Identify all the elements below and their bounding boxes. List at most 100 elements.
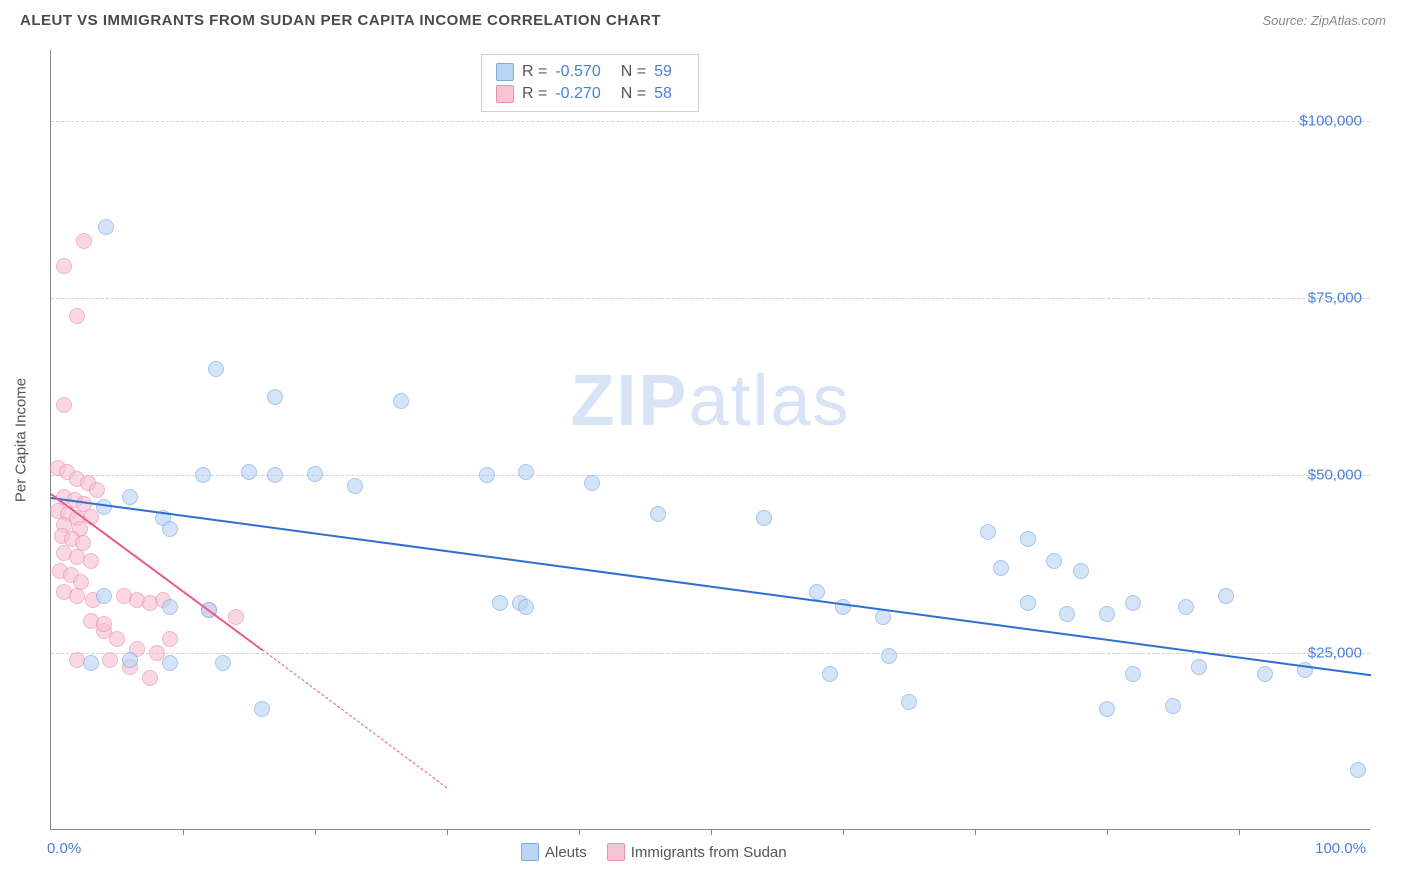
sudan-point: [109, 631, 125, 647]
sudan-point: [56, 397, 72, 413]
aleuts-point: [518, 464, 534, 480]
aleuts-point: [1020, 531, 1036, 547]
aleuts-point: [96, 588, 112, 604]
sudan-point: [69, 588, 85, 604]
chart-source: Source: ZipAtlas.com: [1262, 13, 1386, 28]
legend-swatch-sudan: [607, 843, 625, 861]
aleuts-point: [1191, 659, 1207, 675]
aleuts-point: [1178, 599, 1194, 615]
aleuts-point: [215, 655, 231, 671]
x-tick: [183, 829, 184, 835]
aleuts-point: [518, 599, 534, 615]
aleuts-point: [267, 467, 283, 483]
stats-row-sudan: R = -0.270 N = 58: [496, 83, 684, 105]
watermark: ZIPatlas: [570, 360, 850, 442]
stats-row-aleuts: R = -0.570 N = 59: [496, 61, 684, 83]
aleuts-point: [901, 694, 917, 710]
gridline: [51, 121, 1370, 122]
aleuts-point: [756, 510, 772, 526]
aleuts-point: [195, 467, 211, 483]
y-axis-label: Per Capita Income: [13, 377, 30, 501]
aleuts-point: [347, 478, 363, 494]
correlation-stats-box: R = -0.570 N = 59 R = -0.270 N = 58: [481, 54, 699, 112]
aleuts-point: [122, 652, 138, 668]
aleuts-point: [1125, 666, 1141, 682]
aleuts-point: [241, 464, 257, 480]
aleuts-point: [584, 475, 600, 491]
aleuts-point: [809, 584, 825, 600]
sudan-point: [76, 233, 92, 249]
sudan-point: [69, 308, 85, 324]
aleuts-point: [83, 655, 99, 671]
swatch-sudan: [496, 85, 514, 103]
gridline: [51, 653, 1370, 654]
trend-line: [262, 649, 447, 788]
aleuts-point: [208, 361, 224, 377]
x-tick-label: 0.0%: [47, 840, 81, 857]
y-tick-label: $75,000: [1308, 290, 1362, 307]
x-tick-label: 100.0%: [1315, 840, 1366, 857]
aleuts-point: [1073, 563, 1089, 579]
chart-header: ALEUT VS IMMIGRANTS FROM SUDAN PER CAPIT…: [0, 0, 1406, 37]
aleuts-point: [1350, 762, 1366, 778]
legend-label-sudan: Immigrants from Sudan: [631, 844, 787, 861]
aleuts-point: [98, 219, 114, 235]
legend-label-aleuts: Aleuts: [545, 844, 587, 861]
aleuts-point: [1165, 698, 1181, 714]
aleuts-point: [122, 489, 138, 505]
watermark-zip: ZIP: [570, 361, 688, 441]
gridline: [51, 298, 1370, 299]
aleuts-point: [980, 524, 996, 540]
y-tick-label: $100,000: [1299, 112, 1362, 129]
x-tick: [843, 829, 844, 835]
aleuts-point: [162, 599, 178, 615]
legend: Aleuts Immigrants from Sudan: [521, 843, 787, 861]
trend-line: [51, 497, 1371, 676]
legend-swatch-aleuts: [521, 843, 539, 861]
x-tick: [711, 829, 712, 835]
chart-title: ALEUT VS IMMIGRANTS FROM SUDAN PER CAPIT…: [20, 12, 661, 29]
aleuts-point: [393, 393, 409, 409]
aleuts-point: [162, 521, 178, 537]
r-value-sudan: -0.270: [555, 85, 600, 103]
sudan-point: [228, 609, 244, 625]
aleuts-point: [1099, 701, 1115, 717]
aleuts-point: [162, 655, 178, 671]
n-value-aleuts: 59: [654, 63, 672, 81]
sudan-point: [89, 482, 105, 498]
aleuts-point: [822, 666, 838, 682]
aleuts-point: [267, 389, 283, 405]
aleuts-point: [881, 648, 897, 664]
y-tick-label: $50,000: [1308, 467, 1362, 484]
aleuts-point: [1099, 606, 1115, 622]
y-tick-label: $25,000: [1308, 644, 1362, 661]
aleuts-point: [650, 506, 666, 522]
x-tick: [579, 829, 580, 835]
x-tick: [975, 829, 976, 835]
aleuts-point: [1125, 595, 1141, 611]
n-label-aleuts: N =: [621, 63, 646, 81]
x-tick: [315, 829, 316, 835]
r-label-aleuts: R =: [522, 63, 547, 81]
x-tick: [1239, 829, 1240, 835]
aleuts-point: [1257, 666, 1273, 682]
n-label-sudan: N =: [621, 85, 646, 103]
aleuts-point: [1059, 606, 1075, 622]
aleuts-point: [1218, 588, 1234, 604]
sudan-point: [142, 670, 158, 686]
aleuts-point: [479, 467, 495, 483]
aleuts-point: [492, 595, 508, 611]
sudan-point: [162, 631, 178, 647]
watermark-atlas: atlas: [688, 361, 850, 441]
legend-item-sudan: Immigrants from Sudan: [607, 843, 787, 861]
r-value-aleuts: -0.570: [555, 63, 600, 81]
sudan-point: [83, 553, 99, 569]
legend-item-aleuts: Aleuts: [521, 843, 587, 861]
swatch-aleuts: [496, 63, 514, 81]
aleuts-point: [1046, 553, 1062, 569]
chart-plot-area: ZIPatlas Per Capita Income R = -0.570 N …: [50, 50, 1370, 830]
aleuts-point: [993, 560, 1009, 576]
sudan-point: [56, 258, 72, 274]
x-tick: [1107, 829, 1108, 835]
sudan-point: [96, 616, 112, 632]
